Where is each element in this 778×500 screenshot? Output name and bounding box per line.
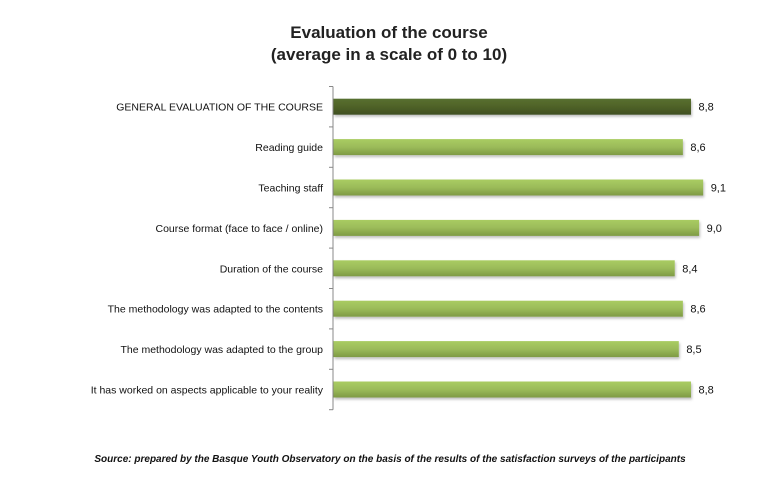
category-label: Reading guide [255,142,323,154]
bar [333,341,679,358]
chart-title: Evaluation of the course (average in a s… [0,22,778,66]
bar-highlight [333,98,691,115]
category-label: The methodology was adapted to the conte… [108,304,323,316]
bar [333,260,675,277]
data-label: 9,0 [707,223,722,235]
category-label: GENERAL EVALUATION OF THE COURSE [116,102,323,114]
title-line: Evaluation of the course [290,23,488,42]
data-label: 8,4 [682,263,697,275]
bar [333,139,683,156]
data-label: 8,8 [699,385,714,397]
data-label: 8,6 [690,142,705,154]
category-label: Course format (face to face / online) [156,223,324,235]
category-label: It has worked on aspects applicable to y… [91,385,324,397]
category-label: Teaching staff [258,183,323,195]
data-label: 8,5 [686,344,701,356]
source-note: Source: prepared by the Basque Youth Obs… [94,454,686,465]
category-label: Duration of the course [220,263,323,275]
bar [333,381,691,398]
subtitle-line: (average in a scale of 0 to 10) [270,45,508,64]
bar [333,219,700,236]
bar [333,300,683,317]
data-label: 9,1 [711,183,726,195]
bar-chart: GENERAL EVALUATION OF THE COURSE 8,8 Readi… [91,86,726,411]
data-label: 8,6 [690,304,705,316]
category-label: The methodology was adapted to the group [120,344,323,356]
bar [333,179,704,196]
data-label: 8,8 [699,102,714,114]
